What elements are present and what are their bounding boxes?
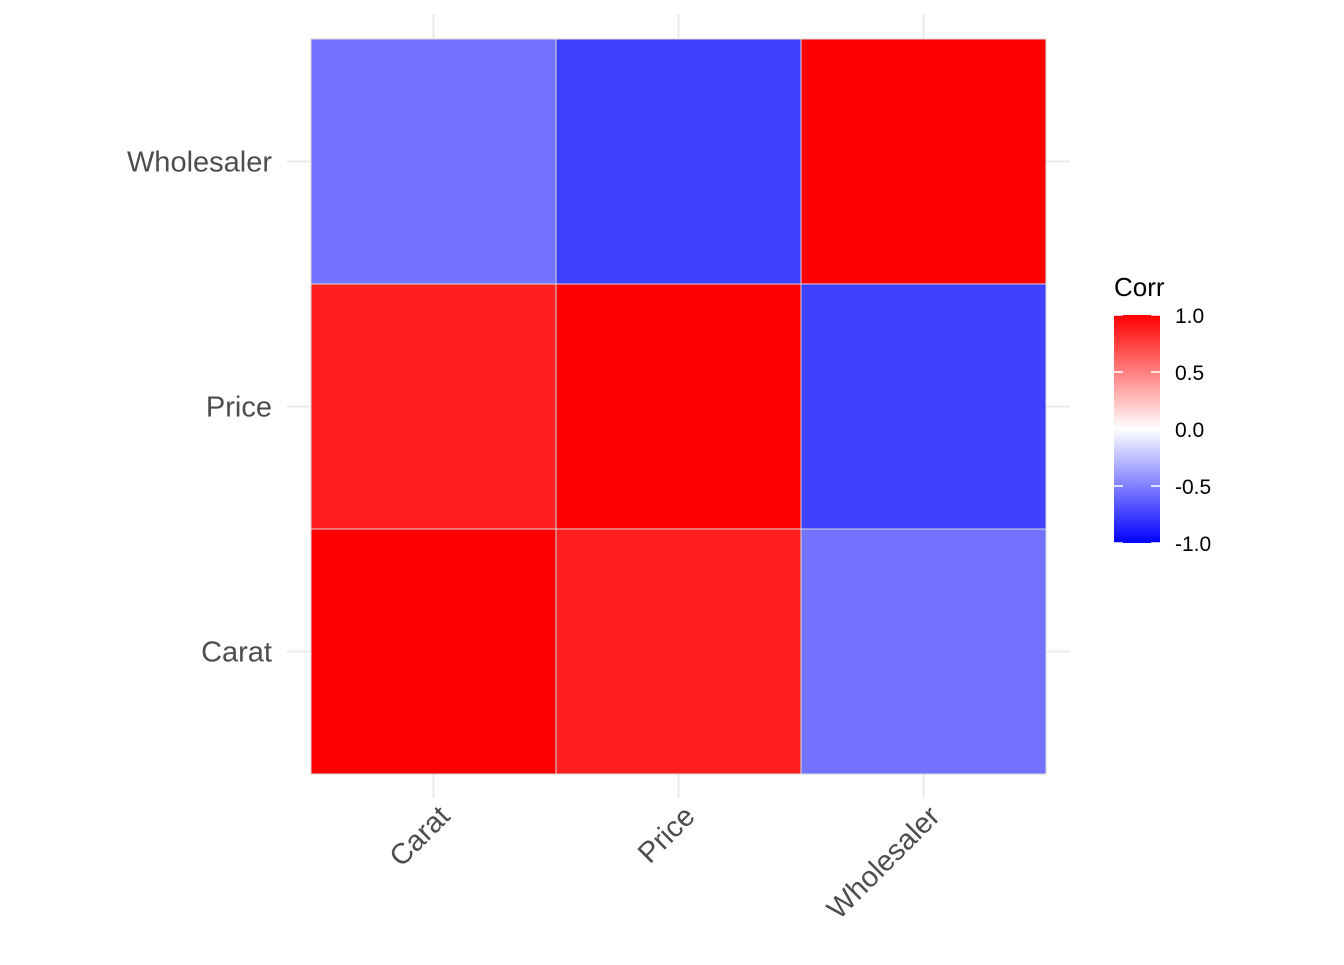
legend-tick-label: -0.5 <box>1175 476 1211 499</box>
heatmap-cell-wholesaler-carat <box>800 528 1047 775</box>
heatmap-cell-price-carat <box>555 528 802 775</box>
heatmap-cell-price-wholesaler <box>555 38 802 285</box>
x-tick-label-carat: Carat <box>384 800 457 873</box>
legend-tick-label: -1.0 <box>1175 533 1211 556</box>
legend-tick-label: 1.0 <box>1175 305 1204 328</box>
heatmap-cell-carat-carat <box>310 528 557 775</box>
y-axis-ticks: Carat Price Wholesaler <box>127 147 272 669</box>
heatmap-cell-wholesaler-wholesaler <box>800 38 1047 285</box>
x-tick-label-wholesaler: Wholesaler <box>821 800 946 925</box>
y-tick-label-price: Price <box>206 392 272 424</box>
x-tick-label-price: Price <box>632 800 701 869</box>
heatmap-cell-price-price <box>555 283 802 530</box>
y-tick-label-wholesaler: Wholesaler <box>127 147 272 179</box>
heatmap-cell-carat-wholesaler <box>310 38 557 285</box>
legend-tick-label: 0.5 <box>1175 362 1204 385</box>
heatmap-cells <box>310 38 1047 775</box>
legend-title: Corr <box>1114 272 1165 302</box>
color-legend: Corr 1.0 0.5 0.0 -0.5 -1.0 <box>1114 272 1211 556</box>
legend-tick-label: 0.0 <box>1175 419 1204 442</box>
heatmap-cell-carat-price <box>310 283 557 530</box>
y-tick-label-carat: Carat <box>201 637 272 669</box>
heatmap-cell-wholesaler-price <box>800 283 1047 530</box>
x-axis-ticks: Carat Price Wholesaler <box>384 800 947 925</box>
